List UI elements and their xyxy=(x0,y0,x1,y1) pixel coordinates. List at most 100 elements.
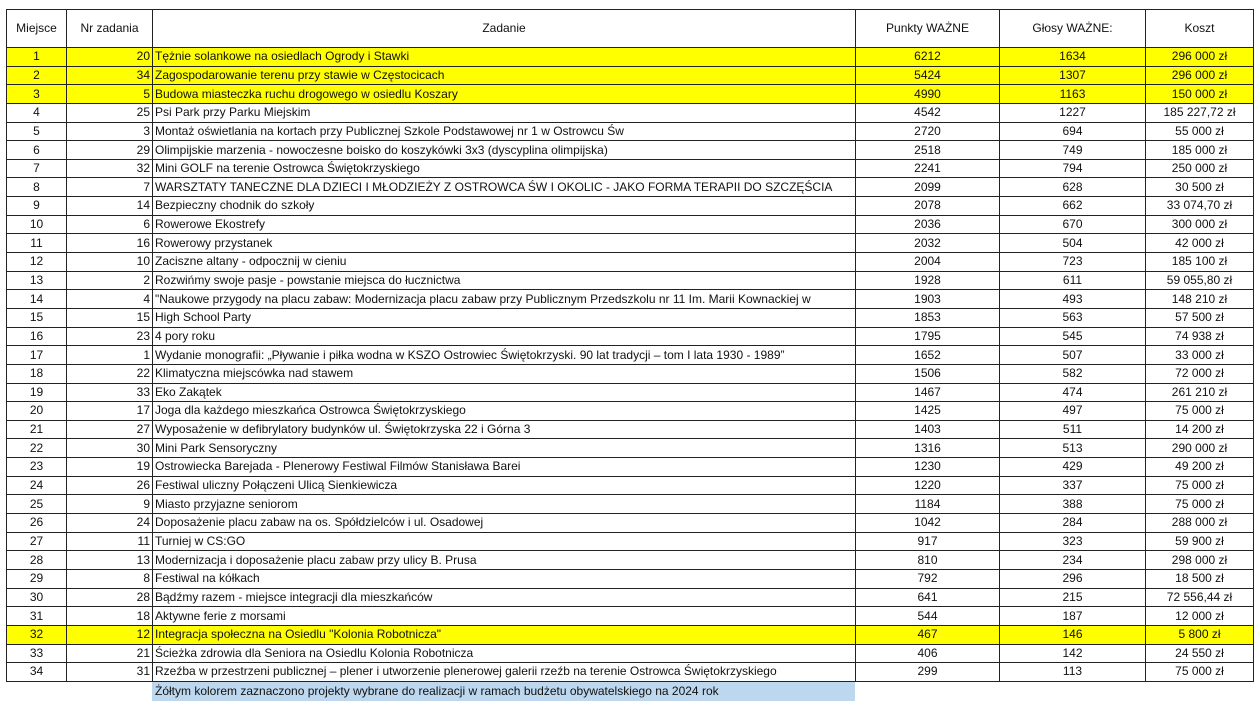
cell-nr-zadania: 13 xyxy=(66,550,153,570)
table-row: 26 24 Doposażenie placu zabaw na os. Spółd… xyxy=(6,513,1254,533)
cell-nr-zadania: 17 xyxy=(66,401,153,421)
cell-nr-zadania: 29 xyxy=(66,140,153,160)
cell-nr-zadania: 24 xyxy=(66,513,153,533)
cell-punkty: 641 xyxy=(855,587,1000,608)
cell-punkty: 544 xyxy=(855,606,1000,626)
cell-zadanie: Bądźmy razem - miejsce integracji dla mi… xyxy=(152,587,856,608)
header-nr-zadania: Nr zadania xyxy=(66,9,153,48)
cell-punkty: 2032 xyxy=(855,233,1000,254)
cell-koszt: 296 000 zł xyxy=(1145,65,1254,86)
table-row: 9 14 Bezpieczny chodnik do szkoły 2078 662 33… xyxy=(6,196,1254,216)
cell-zadanie: Psi Park przy Parku Miejskim xyxy=(152,102,856,123)
cell-koszt: 59 900 zł xyxy=(1145,531,1254,552)
cell-punkty: 1184 xyxy=(855,494,1000,515)
cell-punkty: 467 xyxy=(855,624,1000,645)
cell-miejsce: 12 xyxy=(6,252,67,272)
cell-miejsce: 8 xyxy=(6,177,67,198)
cell-zadanie: Wydanie monografii: „Pływanie i piłka wo… xyxy=(152,345,856,365)
header-punkty: Punkty WAŻNE xyxy=(855,9,1000,48)
cell-zadanie: Tężnie solankowe na osiedlach Ogrody i S… xyxy=(152,47,856,67)
cell-nr-zadania: 2 xyxy=(66,270,153,291)
cell-glosy: 493 xyxy=(999,289,1146,309)
cell-punkty: 1316 xyxy=(855,438,1000,459)
cell-glosy: 497 xyxy=(999,401,1146,421)
cell-nr-zadania: 32 xyxy=(66,158,153,179)
cell-glosy: 611 xyxy=(999,270,1146,291)
cell-punkty: 792 xyxy=(855,568,1000,589)
cell-nr-zadania: 3 xyxy=(66,121,153,142)
cell-koszt: 57 500 zł xyxy=(1145,307,1254,328)
table-row: 10 6 Rowerowe Ekostrefy 2036 670 300 000 zł xyxy=(6,214,1254,235)
table-row: 12 10 Zaciszne altany - odpocznij w cieniu… xyxy=(6,252,1254,272)
cell-glosy: 511 xyxy=(999,419,1146,440)
cell-punkty: 1903 xyxy=(855,289,1000,309)
cell-miejsce: 28 xyxy=(6,550,67,570)
cell-zadanie: Bezpieczny chodnik do szkoły xyxy=(152,196,856,216)
cell-koszt: 150 000 zł xyxy=(1145,84,1254,104)
cell-miejsce: 24 xyxy=(6,475,67,496)
table-row: 18 22 Klimatyczna miejscówka nad stawem 150… xyxy=(6,363,1254,384)
cell-miejsce: 7 xyxy=(6,158,67,179)
cell-punkty: 5424 xyxy=(855,65,1000,86)
cell-nr-zadania: 12 xyxy=(66,624,153,645)
cell-miejsce: 11 xyxy=(6,233,67,254)
cell-nr-zadania: 5 xyxy=(66,84,153,104)
table-row: 32 12 Integracja społeczna na Osiedlu "Kol… xyxy=(6,624,1254,645)
cell-miejsce: 31 xyxy=(6,606,67,626)
cell-glosy: 284 xyxy=(999,513,1146,533)
cell-zadanie: Rozwińmy swoje pasje - powstanie miejsca… xyxy=(152,270,856,291)
cell-punkty: 1403 xyxy=(855,419,1000,440)
cell-miejsce: 18 xyxy=(6,363,67,384)
table-row: 24 26 Festiwal uliczny Połączeni Ulicą Sie… xyxy=(6,475,1254,496)
cell-glosy: 563 xyxy=(999,307,1146,328)
cell-nr-zadania: 7 xyxy=(66,177,153,198)
cell-zadanie: Klimatyczna miejscówka nad stawem xyxy=(152,363,856,384)
cell-punkty: 299 xyxy=(855,662,1000,682)
table-row: 25 9 Miasto przyjazne seniorom 1184 388 75 00… xyxy=(6,494,1254,515)
cell-koszt: 14 200 zł xyxy=(1145,419,1254,440)
cell-glosy: 296 xyxy=(999,568,1146,589)
cell-zadanie: 4 pory roku xyxy=(152,326,856,347)
table-row: 7 32 Mini GOLF na terenie Ostrowca Świętok… xyxy=(6,158,1254,179)
cell-zadanie: Rowerowe Ekostrefy xyxy=(152,214,856,235)
cell-glosy: 582 xyxy=(999,363,1146,384)
cell-zadanie: Aktywne ferie z morsami xyxy=(152,606,856,626)
table-row: 13 2 Rozwińmy swoje pasje - powstanie miej… xyxy=(6,270,1254,291)
cell-miejsce: 9 xyxy=(6,196,67,216)
cell-zadanie: Ścieżka zdrowia dla Seniora na Osiedlu K… xyxy=(152,643,856,664)
cell-koszt: 300 000 zł xyxy=(1145,214,1254,235)
cell-koszt: 49 200 zł xyxy=(1145,457,1254,477)
cell-koszt: 290 000 zł xyxy=(1145,438,1254,459)
cell-nr-zadania: 20 xyxy=(66,47,153,67)
cell-nr-zadania: 31 xyxy=(66,662,153,682)
cell-punkty: 406 xyxy=(855,643,1000,664)
cell-zadanie: Mini GOLF na terenie Ostrowca Świętokrzy… xyxy=(152,158,856,179)
cell-nr-zadania: 27 xyxy=(66,419,153,440)
cell-miejsce: 15 xyxy=(6,307,67,328)
header-glosy: Głosy WAŻNE: xyxy=(999,9,1146,48)
cell-zadanie: Montaż oświetlania na kortach przy Publi… xyxy=(152,121,856,142)
cell-nr-zadania: 30 xyxy=(66,438,153,459)
cell-koszt: 30 500 zł xyxy=(1145,177,1254,198)
cell-nr-zadania: 9 xyxy=(66,494,153,515)
cell-punkty: 1652 xyxy=(855,345,1000,365)
table-body: 1 20 Tężnie solankowe na osiedlach Ogrody … xyxy=(6,47,1254,682)
cell-punkty: 810 xyxy=(855,550,1000,570)
cell-miejsce: 25 xyxy=(6,494,67,515)
cell-glosy: 142 xyxy=(999,643,1146,664)
cell-miejsce: 34 xyxy=(6,662,67,682)
cell-koszt: 75 000 zł xyxy=(1145,662,1254,682)
cell-koszt: 59 055,80 zł xyxy=(1145,270,1254,291)
cell-glosy: 323 xyxy=(999,531,1146,552)
cell-glosy: 1634 xyxy=(999,47,1146,67)
header-miejsce: Miejsce xyxy=(6,9,67,48)
cell-koszt: 75 000 zł xyxy=(1145,494,1254,515)
cell-nr-zadania: 18 xyxy=(66,606,153,626)
cell-glosy: 1163 xyxy=(999,84,1146,104)
cell-miejsce: 17 xyxy=(6,345,67,365)
cell-nr-zadania: 19 xyxy=(66,457,153,477)
cell-glosy: 187 xyxy=(999,606,1146,626)
cell-miejsce: 1 xyxy=(6,47,67,67)
header-koszt: Koszt xyxy=(1145,9,1254,48)
table-row: 28 13 Modernizacja i doposażenie placu zab… xyxy=(6,550,1254,570)
